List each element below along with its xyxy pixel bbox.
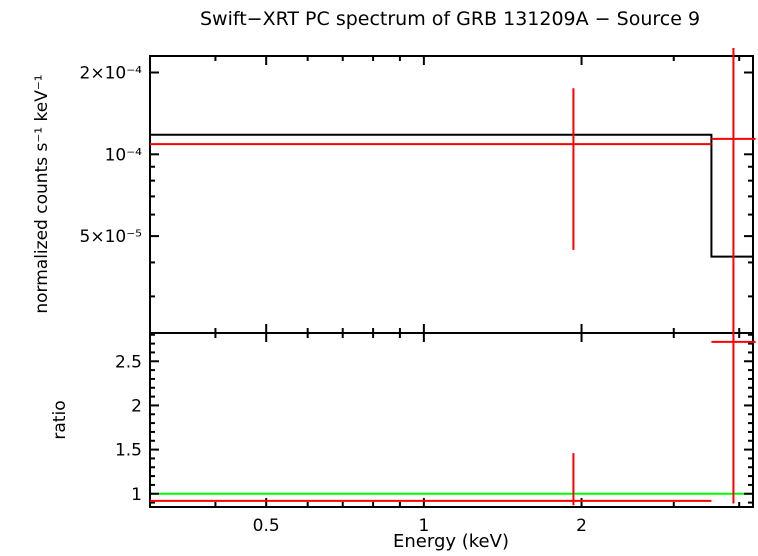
spectrum-y-tick-label: 10⁻⁴ [105,145,143,165]
x-axis-label: Energy (keV) [393,531,509,552]
spectrum-y-tick-label: 5×10⁻⁵ [80,227,142,247]
x-tick-label: 2 [576,516,587,536]
ratio-panel-frame [149,332,754,508]
ratio-y-tick-label: 2.5 [115,352,142,372]
ratio-y-tick-label: 1 [131,485,142,505]
spectrum-y-tick-label: 2×10⁻⁴ [80,63,143,83]
chart-title: Swift−XRT PC spectrum of GRB 131209A − S… [199,8,701,30]
ratio-y-tick-label: 1.5 [115,441,142,461]
x-tick-label: 1 [418,516,429,536]
spectrum-panel-frame [149,55,754,334]
ratio-y-tick-label: 2 [131,396,142,416]
model-histogram [150,133,753,258]
x-tick-label: 0.5 [253,516,280,536]
